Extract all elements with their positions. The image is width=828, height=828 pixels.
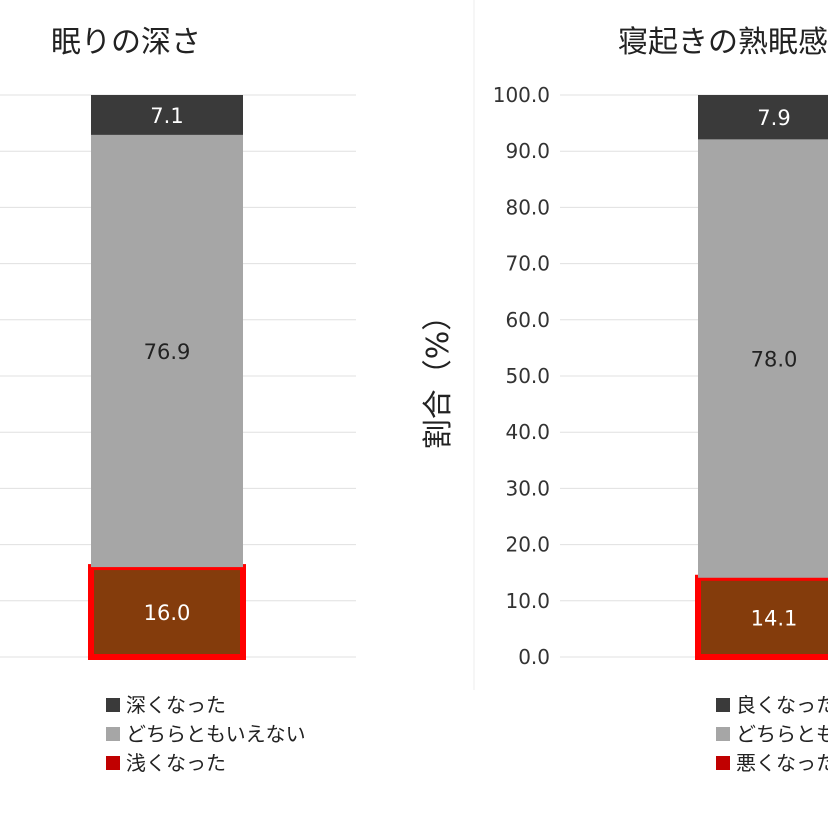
- y-axis-label: 割合（%）: [421, 301, 456, 450]
- bar-segment: [88, 564, 246, 661]
- legend-swatch: [106, 698, 120, 712]
- data-label: 16.0: [144, 601, 191, 625]
- data-label: 7.1: [150, 104, 183, 128]
- legend-entry: どちらともいえない: [126, 722, 306, 746]
- y-tick-label: 50.0: [505, 364, 550, 388]
- legend-swatch: [106, 727, 120, 741]
- y-tick-label: 0.0: [518, 645, 550, 669]
- chart-title: 寝起きの熟眠感: [618, 25, 828, 60]
- legend-swatch: [716, 727, 730, 741]
- bar-segment: [698, 95, 828, 140]
- bar-segment: [91, 95, 243, 135]
- legend: 良くなったどちらともいえない悪くなった: [716, 693, 828, 775]
- y-tick-label: 70.0: [505, 252, 550, 276]
- legend-entry: 深くなった: [126, 693, 226, 717]
- y-tick-label: 60.0: [505, 308, 550, 332]
- data-label: 14.1: [751, 606, 798, 630]
- bar-segment: [698, 139, 828, 578]
- data-label: 76.9: [144, 340, 191, 364]
- chart-title: 眠りの深さ: [51, 25, 201, 60]
- y-tick-label: 20.0: [505, 533, 550, 557]
- chart-waking: 寝起きの熟眠感 割合（%） 0.0 10.0 20.0 30.0 40.0 50.0 60.…: [421, 25, 828, 775]
- legend-entry: 良くなった: [736, 693, 828, 717]
- y-axis-ticks: 0.0 10.0 20.0 30.0 40.0 50.0 60.0 70.0 80.0 90.0 1…: [493, 83, 550, 669]
- legend-swatch: [716, 698, 730, 712]
- legend-entry: どちらともいえない: [736, 722, 828, 746]
- bar-segment: [695, 574, 828, 660]
- legend-swatch: [106, 756, 120, 770]
- bar-segment: [91, 134, 243, 568]
- data-label: 78.0: [751, 348, 798, 372]
- y-tick-label: 100.0: [493, 83, 550, 107]
- y-tick-label: 30.0: [505, 476, 550, 500]
- legend-entry: 浅くなった: [126, 751, 226, 775]
- y-tick-label: 90.0: [505, 139, 550, 163]
- bar-stack: 16.0 76.9 7.1: [88, 95, 246, 661]
- y-tick-label: 80.0: [505, 195, 550, 219]
- y-tick-label: 10.0: [505, 589, 550, 613]
- data-label: 7.9: [757, 106, 790, 130]
- legend-swatch: [716, 756, 730, 770]
- y-tick-label: 40.0: [505, 420, 550, 444]
- legend-entry: 悪くなった: [736, 751, 828, 775]
- bar-stack: 14.1 78.0 7.9: [695, 95, 828, 660]
